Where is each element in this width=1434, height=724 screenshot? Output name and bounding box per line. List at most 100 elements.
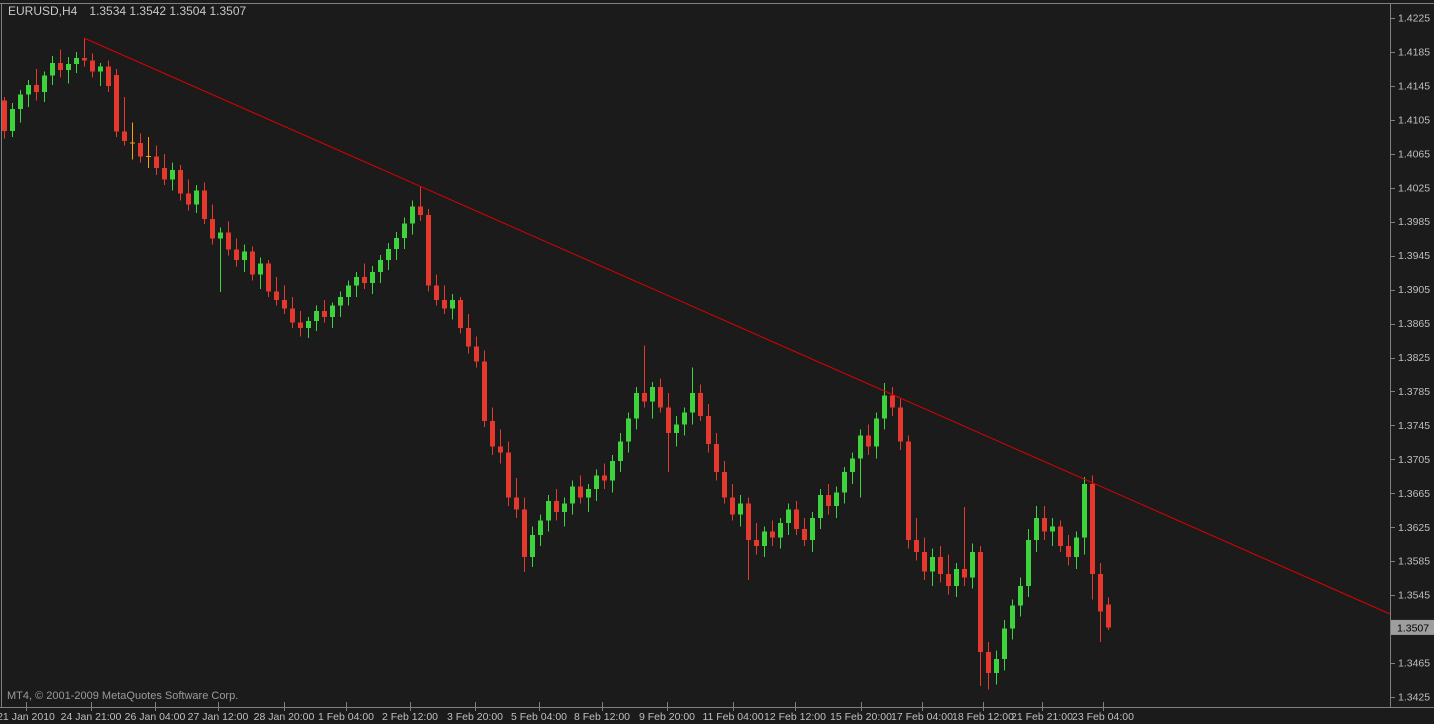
candle [418, 186, 423, 221]
candle [442, 285, 447, 315]
candle [578, 475, 583, 504]
candle [1018, 577, 1023, 617]
candle [586, 483, 591, 512]
candle [810, 511, 815, 552]
candle [282, 285, 287, 315]
candle [114, 68, 119, 137]
candle [754, 523, 759, 555]
candle [274, 276, 279, 306]
time-tick-label: 3 Feb 20:00 [447, 711, 503, 723]
price-tick-label: 1.3625 [1398, 522, 1430, 534]
time-tick-label: 28 Jan 20:00 [254, 711, 315, 723]
candle [10, 102, 15, 137]
price-tick-label: 1.4025 [1398, 182, 1430, 194]
candle [170, 162, 175, 191]
time-tick-label: 18 Feb 12:00 [952, 711, 1014, 723]
time-tick-label: 15 Feb 20:00 [830, 711, 892, 723]
candle [794, 500, 799, 535]
candle [194, 185, 199, 214]
time-tick-label: 12 Feb 12:00 [764, 711, 826, 723]
candle [762, 526, 767, 557]
price-tick-label: 1.3705 [1398, 454, 1430, 466]
candle [514, 478, 519, 518]
candle [522, 497, 527, 573]
candle [538, 514, 543, 546]
candle [674, 416, 679, 447]
candle [658, 378, 663, 413]
time-axis[interactable]: 21 Jan 2010 24 Jan 21:00 26 Jan 04:00 27 Ja… [0, 702, 1134, 723]
candle [106, 60, 111, 92]
candle [162, 153, 167, 186]
candle [130, 122, 135, 160]
time-tick-label: 23 Feb 04:00 [1072, 711, 1134, 723]
candle [818, 489, 823, 529]
candle [1058, 520, 1063, 552]
current-price-label: 1.3507 [1397, 622, 1429, 634]
candle [1090, 475, 1095, 600]
candle [58, 49, 63, 78]
price-tick-label: 1.4145 [1398, 80, 1430, 92]
candle [594, 469, 599, 501]
candle [386, 242, 391, 271]
candle [154, 145, 159, 176]
price-tick-label: 1.4225 [1398, 13, 1430, 25]
price-tick-label: 1.3425 [1398, 692, 1430, 704]
candle [1106, 597, 1111, 630]
candle [546, 494, 551, 532]
trendline[interactable] [83, 37, 1391, 615]
candle [770, 520, 775, 546]
candle [698, 384, 703, 422]
candle [18, 90, 23, 123]
price-tick-label: 1.4185 [1398, 46, 1430, 58]
candle [618, 433, 623, 473]
candle [34, 68, 39, 101]
candle [506, 441, 511, 507]
candle [570, 480, 575, 515]
candle [146, 136, 151, 169]
candle [66, 57, 71, 84]
candle [738, 494, 743, 527]
candle [866, 424, 871, 456]
candle [234, 238, 239, 267]
candle [554, 489, 559, 521]
candle [90, 53, 95, 78]
candle [634, 387, 639, 430]
candle [378, 254, 383, 283]
candle [2, 96, 7, 139]
candle [898, 399, 903, 451]
candle [682, 407, 687, 436]
candle [802, 517, 807, 546]
candle [1066, 534, 1071, 566]
candle [458, 297, 463, 334]
candle [1034, 506, 1039, 552]
candle [306, 316, 311, 338]
candle [450, 293, 455, 320]
price-tick-label: 1.3825 [1398, 352, 1430, 364]
time-tick-label: 24 Jan 21:00 [61, 711, 122, 723]
ohlc-values: 1.3534 1.3542 1.3504 1.3507 [89, 4, 247, 18]
candle [186, 179, 191, 211]
price-axis[interactable]: 1.4225 1.4185 1.4145 1.4105 1.4065 1.4025 1.39… [1390, 13, 1430, 704]
candle [138, 133, 143, 163]
candle [330, 302, 335, 328]
candle [210, 204, 215, 245]
candle [722, 461, 727, 504]
candle [690, 367, 695, 425]
candle [266, 259, 271, 298]
time-tick-label: 5 Feb 04:00 [511, 711, 567, 723]
candle [426, 208, 431, 292]
candle [978, 545, 983, 686]
time-tick-label: 27 Jan 12:00 [188, 711, 249, 723]
candle [922, 537, 927, 580]
candle [994, 650, 999, 685]
candle [842, 466, 847, 504]
price-tick-label: 1.3665 [1398, 488, 1430, 500]
candle [434, 274, 439, 306]
price-tick-label: 1.3545 [1398, 590, 1430, 602]
candle [826, 483, 831, 515]
candle [786, 503, 791, 535]
candle [890, 387, 895, 417]
candle [906, 435, 911, 549]
